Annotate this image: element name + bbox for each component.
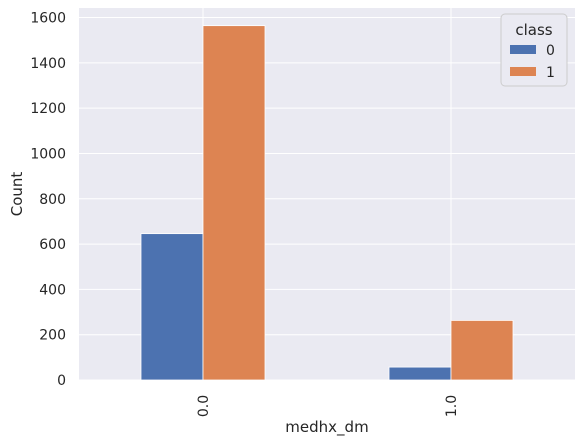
y-tick-label: 400 xyxy=(39,282,66,298)
bars xyxy=(140,25,514,381)
y-tick-label: 1400 xyxy=(30,56,66,72)
bar-class-0-1.0 xyxy=(388,366,452,381)
y-tick-label: 1200 xyxy=(30,101,66,117)
y-tick-labels: 0 200 400 600 800 1000 1200 1400 1600 xyxy=(30,11,66,389)
x-tick-labels: 0.0 1.0 xyxy=(196,395,460,417)
y-tick-label: 1000 xyxy=(30,146,66,162)
x-axis-label: medhx_dm xyxy=(285,418,368,437)
bar-class-1-1.0 xyxy=(450,320,514,381)
legend: class 0 1 xyxy=(500,13,568,87)
y-tick-label: 0 xyxy=(57,373,66,389)
x-tick-label: 1.0 xyxy=(444,395,460,417)
bar-class-1-0.0 xyxy=(202,25,266,381)
bar-class-0-0.0 xyxy=(140,233,204,381)
legend-title: class xyxy=(515,21,552,39)
x-tick-label: 0.0 xyxy=(196,395,212,417)
legend-label-0: 0 xyxy=(546,43,555,59)
legend-label-1: 1 xyxy=(546,65,555,81)
legend-swatch-1 xyxy=(510,67,536,76)
y-tick-label: 1600 xyxy=(30,11,66,27)
y-tick-label: 600 xyxy=(39,237,66,253)
legend-swatch-0 xyxy=(510,45,536,54)
y-tick-label: 800 xyxy=(39,192,66,208)
y-axis-label: Count xyxy=(8,172,26,217)
y-tick-label: 200 xyxy=(39,328,66,344)
